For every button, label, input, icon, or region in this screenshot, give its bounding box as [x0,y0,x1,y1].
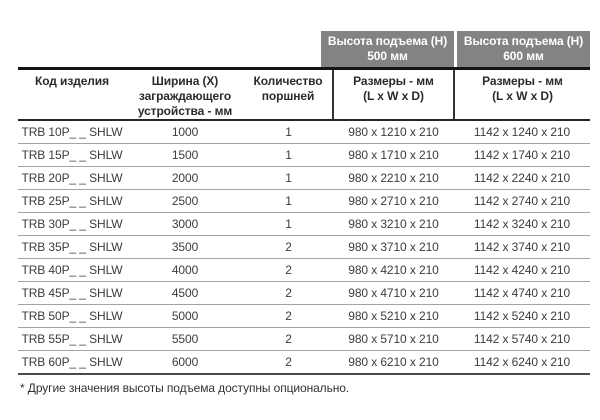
cell-width: 2500 [126,189,244,213]
cell-width: 1500 [126,143,244,167]
table-row: TRB 55P_ _ SHLW 5500 2 980 x 5710 x 210 1142… [18,327,590,351]
table-row: TRB 45P_ _ SHLW 4500 2 980 x 4710 x 210 1142… [18,281,590,305]
cell-product-code: TRB 45P_ _ SHLW [18,281,126,305]
cell-dims-500: 980 x 1710 x 210 [333,143,454,167]
cell-dims-600: 1142 x 2740 x 210 [454,189,590,213]
product-spec-table: Код изделия Ширина (X) заграждающего уст… [18,67,590,375]
table-row: TRB 15P_ _ SHLW 1500 1 980 x 1710 x 210 1142… [18,143,590,167]
cell-dims-600: 1142 x 3240 x 210 [454,212,590,236]
col-header-dims-500: Размеры - мм (L x W x D) [332,67,454,121]
cell-dims-500: 980 x 4710 x 210 [333,281,454,305]
cell-width: 3500 [126,235,244,259]
cell-width: 5000 [126,304,244,328]
cell-dims-600: 1142 x 4240 x 210 [454,258,590,282]
table-row: TRB 35P_ _ SHLW 3500 2 980 x 3710 x 210 1142… [18,235,590,259]
cell-product-code: TRB 50P_ _ SHLW [18,304,126,328]
cell-product-code: TRB 40P_ _ SHLW [18,258,126,282]
col-header-dims-600: Размеры - мм (L x W x D) [453,67,590,121]
lift-height-600-header: Высота подъема (H) 600 мм [457,31,590,67]
table-body: TRB 10P_ _ SHLW 1000 1 980 x 1210 x 210 1142… [18,120,590,375]
cell-width: 5500 [126,327,244,351]
cell-piston-count: 2 [244,235,333,259]
cell-width: 6000 [126,350,244,375]
cell-dims-500: 980 x 3210 x 210 [333,212,454,236]
cell-piston-count: 1 [244,143,333,167]
footnote: * Другие значения высоты подъема доступн… [20,381,350,395]
cell-dims-500: 980 x 3710 x 210 [333,235,454,259]
cell-dims-500: 980 x 4210 x 210 [333,258,454,282]
table-header: Код изделия Ширина (X) заграждающего уст… [18,67,590,121]
cell-dims-600: 1142 x 1740 x 210 [454,143,590,167]
cell-dims-600: 1142 x 5740 x 210 [454,327,590,351]
cell-piston-count: 2 [244,350,333,375]
cell-dims-500: 980 x 1210 x 210 [333,120,454,144]
cell-product-code: TRB 55P_ _ SHLW [18,327,126,351]
cell-piston-count: 2 [244,258,333,282]
col-header-width: Ширина (X) заграждающего устройства - мм [126,67,244,121]
header-row: Код изделия Ширина (X) заграждающего уст… [18,67,590,121]
cell-piston-count: 2 [244,304,333,328]
cell-product-code: TRB 20P_ _ SHLW [18,166,126,190]
cell-product-code: TRB 15P_ _ SHLW [18,143,126,167]
cell-piston-count: 1 [244,120,333,144]
cell-product-code: TRB 30P_ _ SHLW [18,212,126,236]
cell-width: 1000 [126,120,244,144]
table-row: TRB 40P_ _ SHLW 4000 2 980 x 4210 x 210 1142… [18,258,590,282]
cell-width: 4000 [126,258,244,282]
cell-dims-500: 980 x 2210 x 210 [333,166,454,190]
cell-piston-count: 1 [244,212,333,236]
col-header-piston-count: Количество поршней [244,67,333,121]
cell-dims-600: 1142 x 3740 x 210 [454,235,590,259]
cell-product-code: TRB 60P_ _ SHLW [18,350,126,375]
cell-dims-500: 980 x 5710 x 210 [333,327,454,351]
cell-dims-500: 980 x 5210 x 210 [333,304,454,328]
cell-piston-count: 2 [244,327,333,351]
cell-dims-500: 980 x 2710 x 210 [333,189,454,213]
table-row: TRB 60P_ _ SHLW 6000 2 980 x 6210 x 210 1142… [18,350,590,375]
table-row: TRB 25P_ _ SHLW 2500 1 980 x 2710 x 210 1142… [18,189,590,213]
cell-dims-500: 980 x 6210 x 210 [333,350,454,375]
lift-height-500-header: Высота подъема (H) 500 мм [321,31,454,67]
table-row: TRB 30P_ _ SHLW 3000 1 980 x 3210 x 210 1142… [18,212,590,236]
cell-dims-600: 1142 x 1240 x 210 [454,120,590,144]
cell-width: 3000 [126,212,244,236]
table-row: TRB 20P_ _ SHLW 2000 1 980 x 2210 x 210 1142… [18,166,590,190]
cell-dims-600: 1142 x 4740 x 210 [454,281,590,305]
table-row: TRB 50P_ _ SHLW 5000 2 980 x 5210 x 210 1142… [18,304,590,328]
table-row: TRB 10P_ _ SHLW 1000 1 980 x 1210 x 210 1142… [18,120,590,144]
cell-width: 4500 [126,281,244,305]
cell-piston-count: 1 [244,189,333,213]
cell-dims-600: 1142 x 5240 x 210 [454,304,590,328]
cell-product-code: TRB 25P_ _ SHLW [18,189,126,213]
cell-piston-count: 1 [244,166,333,190]
cell-dims-600: 1142 x 2240 x 210 [454,166,590,190]
cell-dims-600: 1142 x 6240 x 210 [454,350,590,375]
cell-product-code: TRB 35P_ _ SHLW [18,235,126,259]
cell-product-code: TRB 10P_ _ SHLW [18,120,126,144]
cell-width: 2000 [126,166,244,190]
col-header-product-code: Код изделия [18,67,126,121]
cell-piston-count: 2 [244,281,333,305]
